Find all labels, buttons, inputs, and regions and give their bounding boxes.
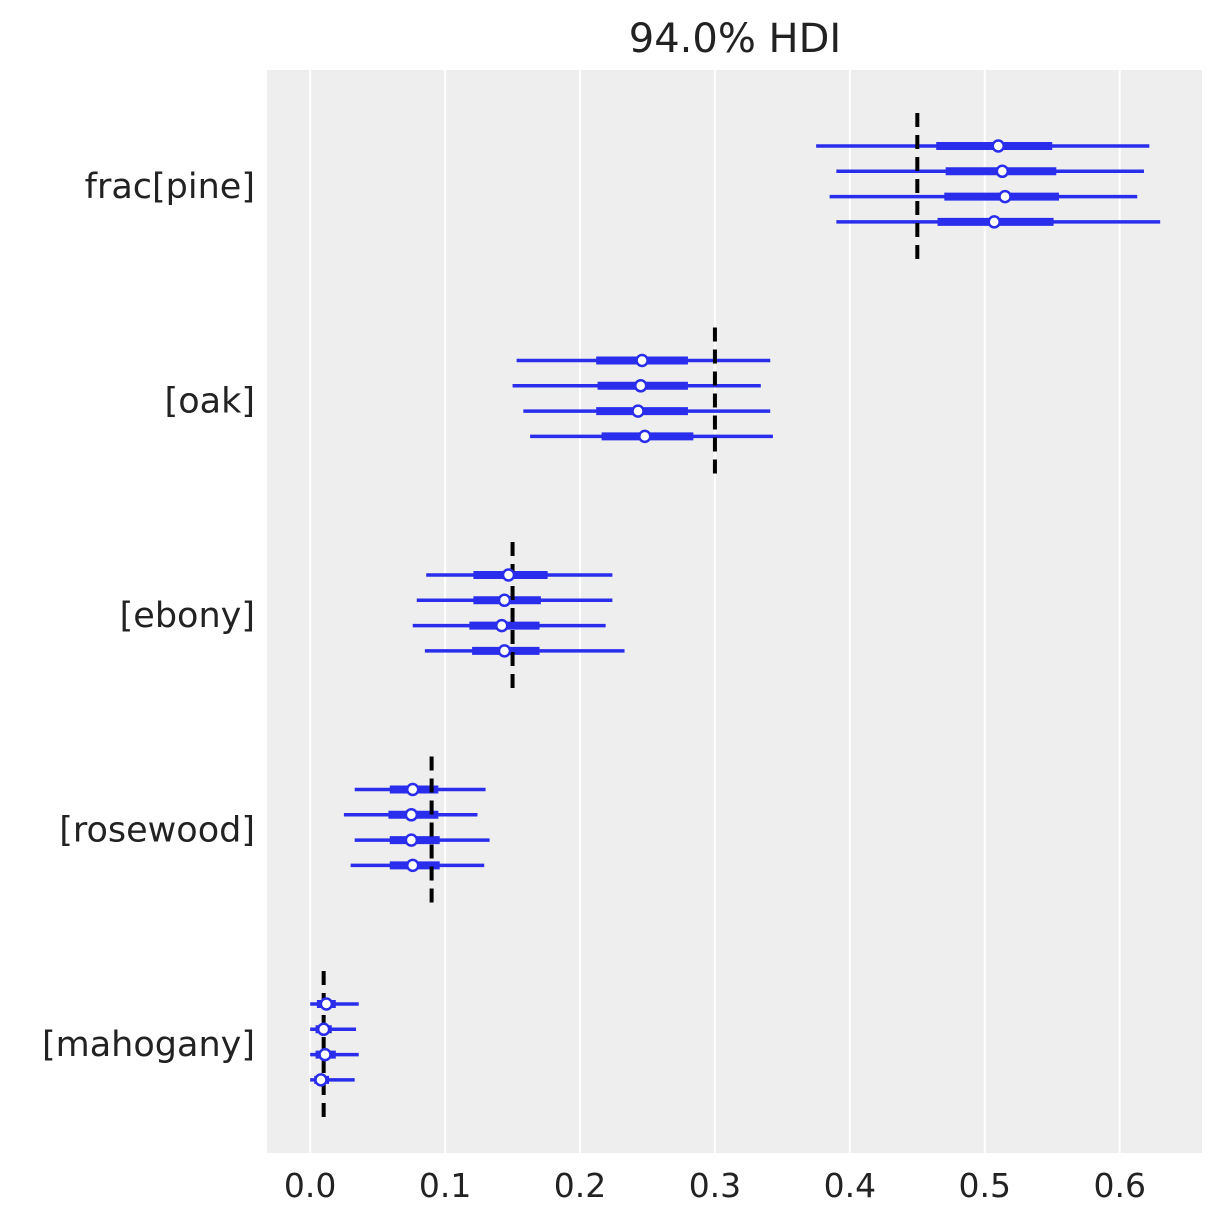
median-point — [316, 1022, 331, 1037]
chart-title: 94.0% HDI — [629, 16, 841, 62]
x-tick-label: 0.4 — [824, 1166, 876, 1205]
median-point — [635, 353, 649, 368]
x-tick-label: 0.1 — [419, 1166, 471, 1205]
median-point — [495, 618, 509, 633]
median-point — [991, 139, 1006, 153]
plot-area — [267, 70, 1202, 1153]
median-point — [633, 379, 648, 393]
median-point — [404, 808, 419, 822]
group-label: frac[pine] — [85, 167, 255, 207]
x-tick-label: 0.2 — [554, 1166, 606, 1205]
median-point — [631, 404, 645, 418]
x-tick-label: 0.3 — [689, 1166, 741, 1205]
group-label: [oak] — [165, 382, 255, 422]
median-point — [318, 1047, 332, 1062]
median-point — [501, 568, 516, 582]
median-point — [405, 782, 420, 797]
group-label: [mahogany] — [42, 1025, 255, 1065]
median-point — [995, 164, 1010, 179]
median-point — [405, 858, 420, 873]
median-point — [319, 997, 334, 1011]
x-tick-label: 0.0 — [284, 1166, 336, 1205]
median-point — [998, 189, 1012, 204]
median-point — [497, 644, 512, 658]
median-point — [638, 429, 652, 444]
group-label: [rosewood] — [59, 811, 255, 851]
median-point — [404, 833, 419, 847]
group-label: [ebony] — [120, 596, 255, 636]
x-tick-label: 0.5 — [959, 1166, 1011, 1205]
median-point — [987, 215, 1001, 229]
median-point — [314, 1073, 328, 1087]
median-point — [497, 593, 512, 608]
x-tick-label: 0.6 — [1093, 1166, 1145, 1205]
